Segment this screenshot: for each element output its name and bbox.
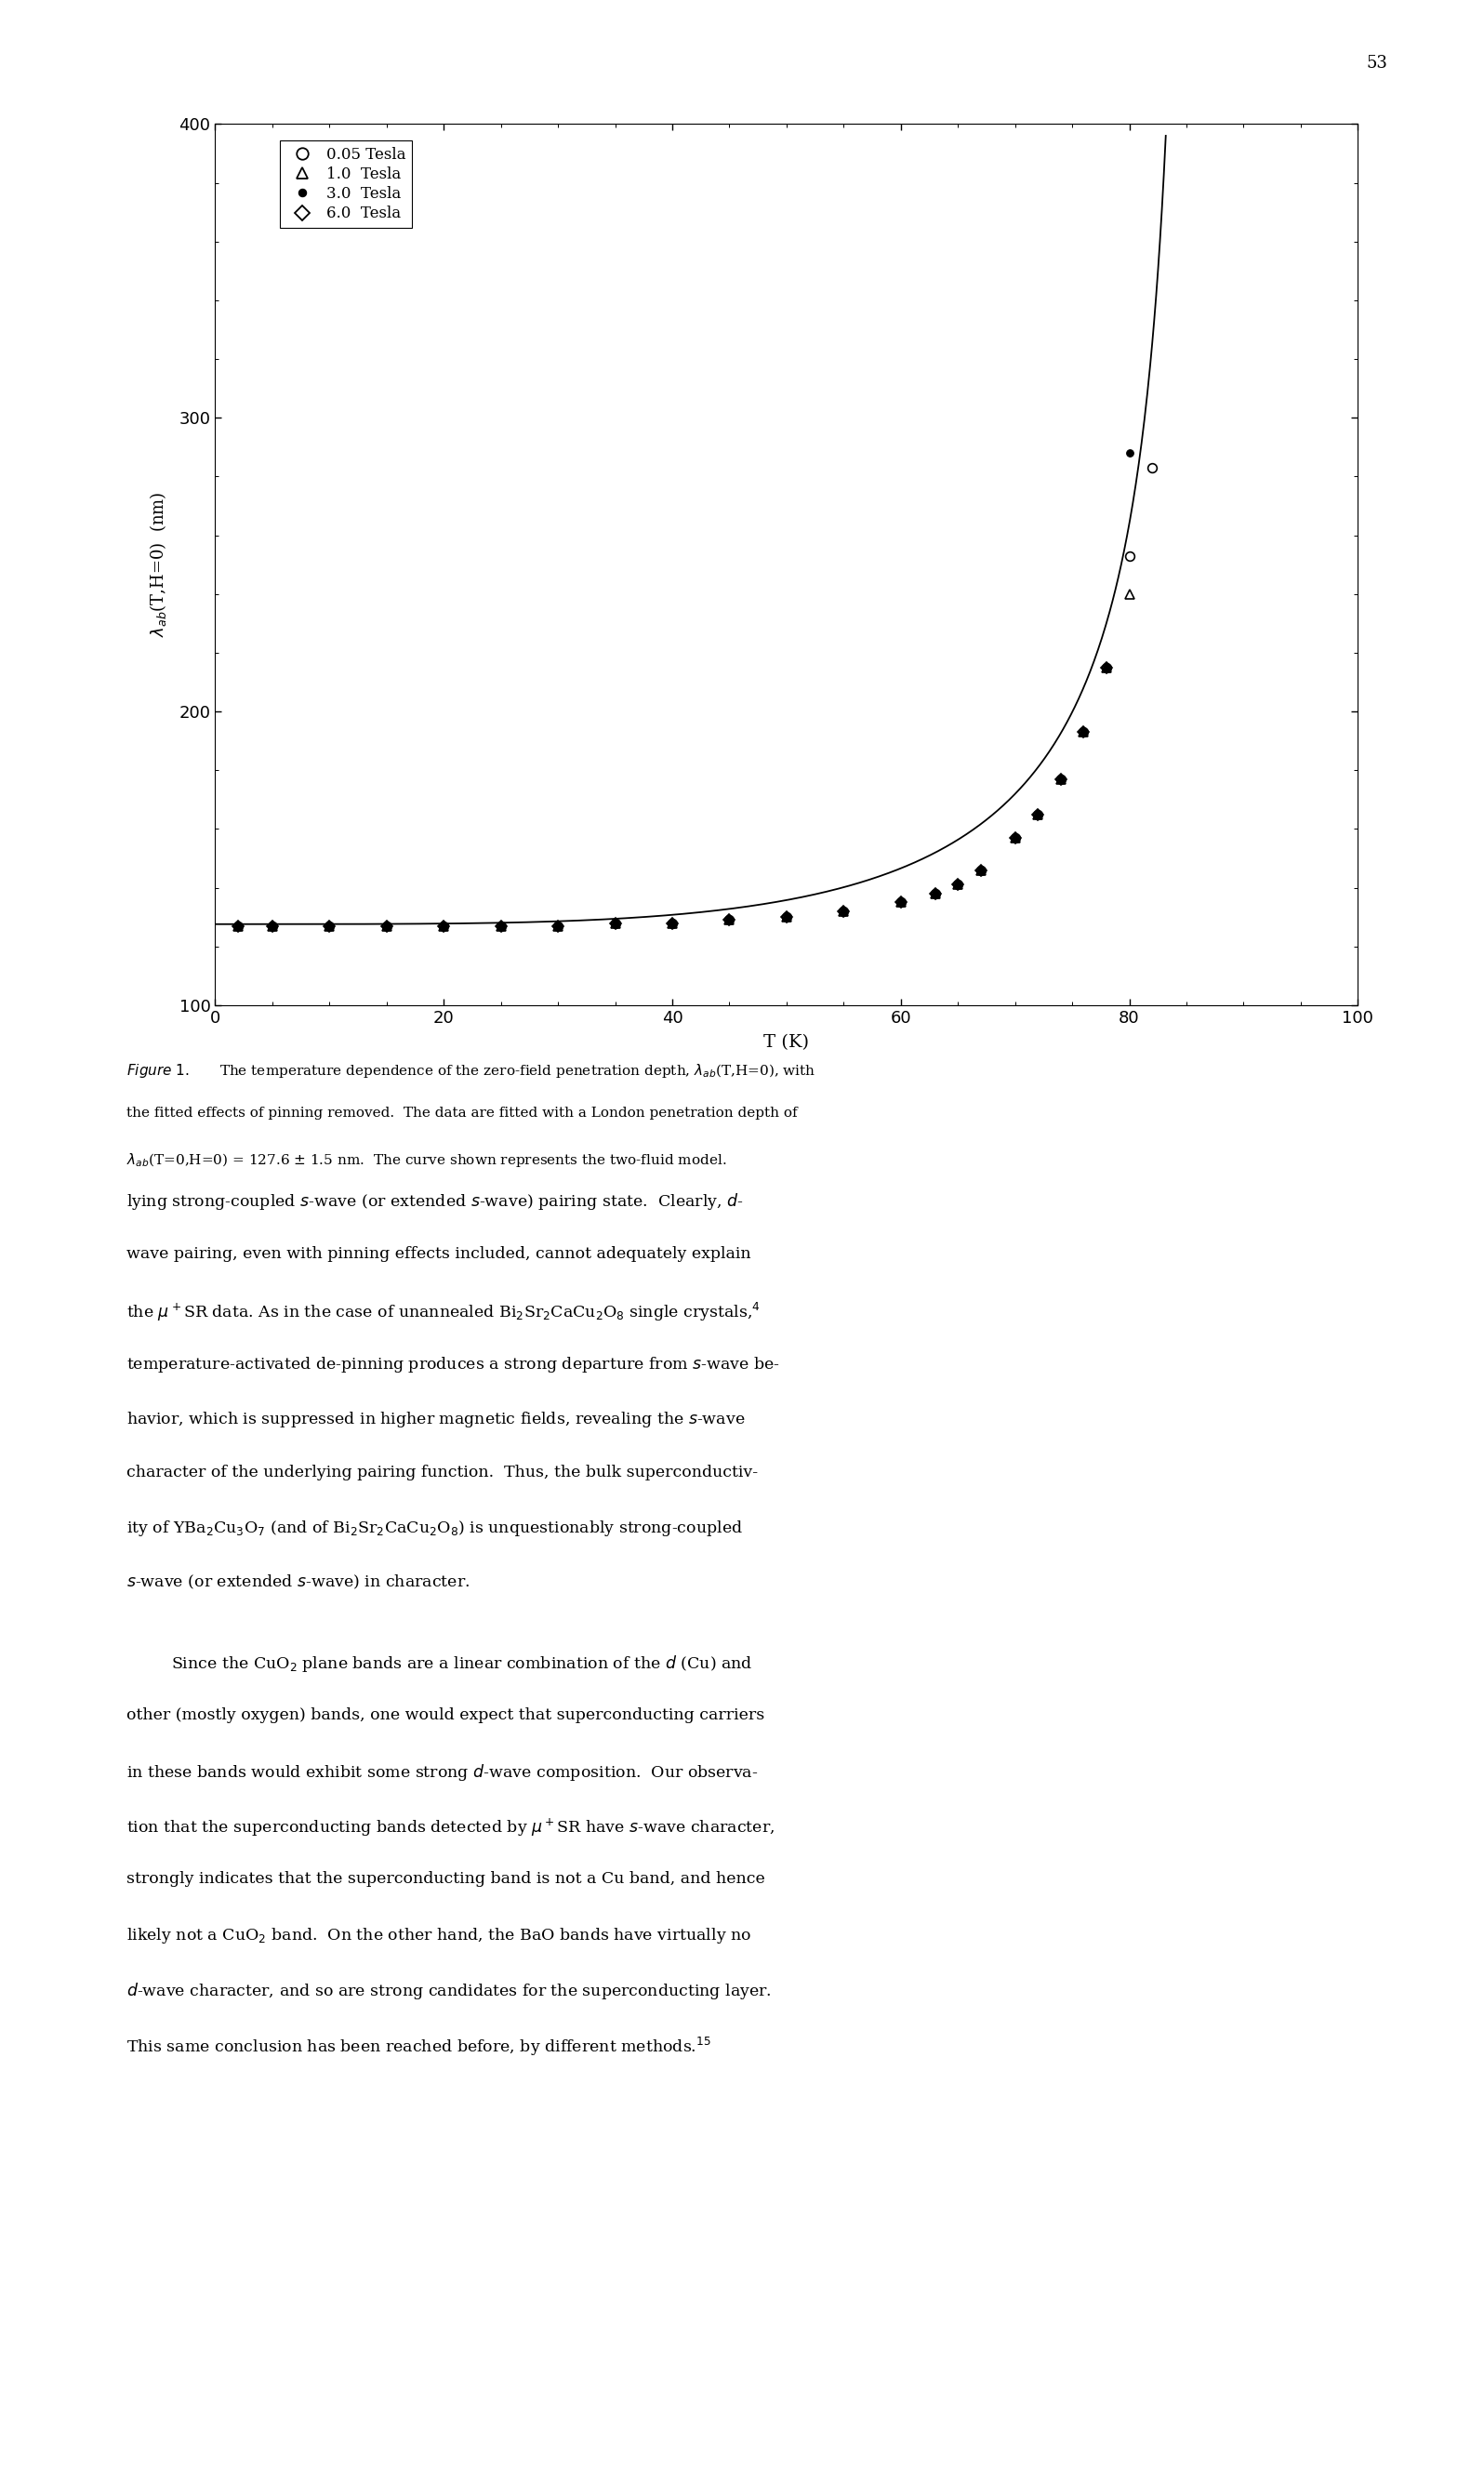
- Text: $\it{Figure\ 1.}$: $\it{Figure\ 1.}$: [126, 1062, 190, 1080]
- Text: havior, which is suppressed in higher magnetic fields, revealing the $s$-wave: havior, which is suppressed in higher ma…: [126, 1410, 745, 1430]
- Text: likely not a CuO$_2$ band.  On the other hand, the BaO bands have virtually no: likely not a CuO$_2$ band. On the other …: [126, 1926, 751, 1946]
- Text: wave pairing, even with pinning effects included, cannot adequately explain: wave pairing, even with pinning effects …: [126, 1246, 751, 1261]
- Text: $d$-wave character, and so are strong candidates for the superconducting layer.: $d$-wave character, and so are strong ca…: [126, 1981, 772, 2000]
- Text: $\lambda_{ab}$(T=0,H=0) = 127.6 $\pm$ 1.5 nm.  The curve shown represents the tw: $\lambda_{ab}$(T=0,H=0) = 127.6 $\pm$ 1.…: [126, 1152, 726, 1169]
- Text: strongly indicates that the superconducting band is not a Cu band, and hence: strongly indicates that the superconduct…: [126, 1871, 764, 1886]
- Text: the $\mu^+$SR data. As in the case of unannealed Bi$_2$Sr$_2$CaCu$_2$O$_8$ singl: the $\mu^+$SR data. As in the case of un…: [126, 1301, 760, 1323]
- Text: the fitted effects of pinning removed.  The data are fitted with a London penetr: the fitted effects of pinning removed. T…: [126, 1107, 797, 1119]
- Text: temperature-activated de-pinning produces a strong departure from $s$-wave be-: temperature-activated de-pinning produce…: [126, 1355, 779, 1375]
- Text: 53: 53: [1367, 55, 1388, 72]
- Text: in these bands would exhibit some strong $d$-wave composition.  Our observa-: in these bands would exhibit some strong…: [126, 1762, 758, 1782]
- Text: This same conclusion has been reached before, by different methods.$^{15}$: This same conclusion has been reached be…: [126, 2035, 711, 2058]
- Text: other (mostly oxygen) bands, one would expect that superconducting carriers: other (mostly oxygen) bands, one would e…: [126, 1708, 764, 1723]
- Text: lying strong-coupled $s$-wave (or extended $s$-wave) pairing state.  Clearly, $d: lying strong-coupled $s$-wave (or extend…: [126, 1191, 743, 1211]
- Y-axis label: $\lambda_{ab}$(T,H=0)  (nm): $\lambda_{ab}$(T,H=0) (nm): [148, 491, 169, 638]
- Text: Since the CuO$_2$ plane bands are a linear combination of the $d$ (Cu) and: Since the CuO$_2$ plane bands are a line…: [171, 1653, 752, 1673]
- Legend: 0.05 Tesla, 1.0  Tesla, 3.0  Tesla, 6.0  Tesla: 0.05 Tesla, 1.0 Tesla, 3.0 Tesla, 6.0 Te…: [280, 141, 413, 228]
- Text: ity of YBa$_2$Cu$_3$O$_7$ (and of Bi$_2$Sr$_2$CaCu$_2$O$_8$) is unquestionably s: ity of YBa$_2$Cu$_3$O$_7$ (and of Bi$_2$…: [126, 1519, 742, 1539]
- Text: character of the underlying pairing function.  Thus, the bulk superconductiv-: character of the underlying pairing func…: [126, 1464, 758, 1479]
- Text: tion that the superconducting bands detected by $\mu^+$SR have $s$-wave characte: tion that the superconducting bands dete…: [126, 1817, 775, 1839]
- X-axis label: T (K): T (K): [764, 1035, 809, 1050]
- Text: The temperature dependence of the zero-field penetration depth, $\lambda_{ab}$(T: The temperature dependence of the zero-f…: [220, 1062, 816, 1080]
- Text: $s$-wave (or extended $s$-wave) in character.: $s$-wave (or extended $s$-wave) in chara…: [126, 1574, 469, 1591]
